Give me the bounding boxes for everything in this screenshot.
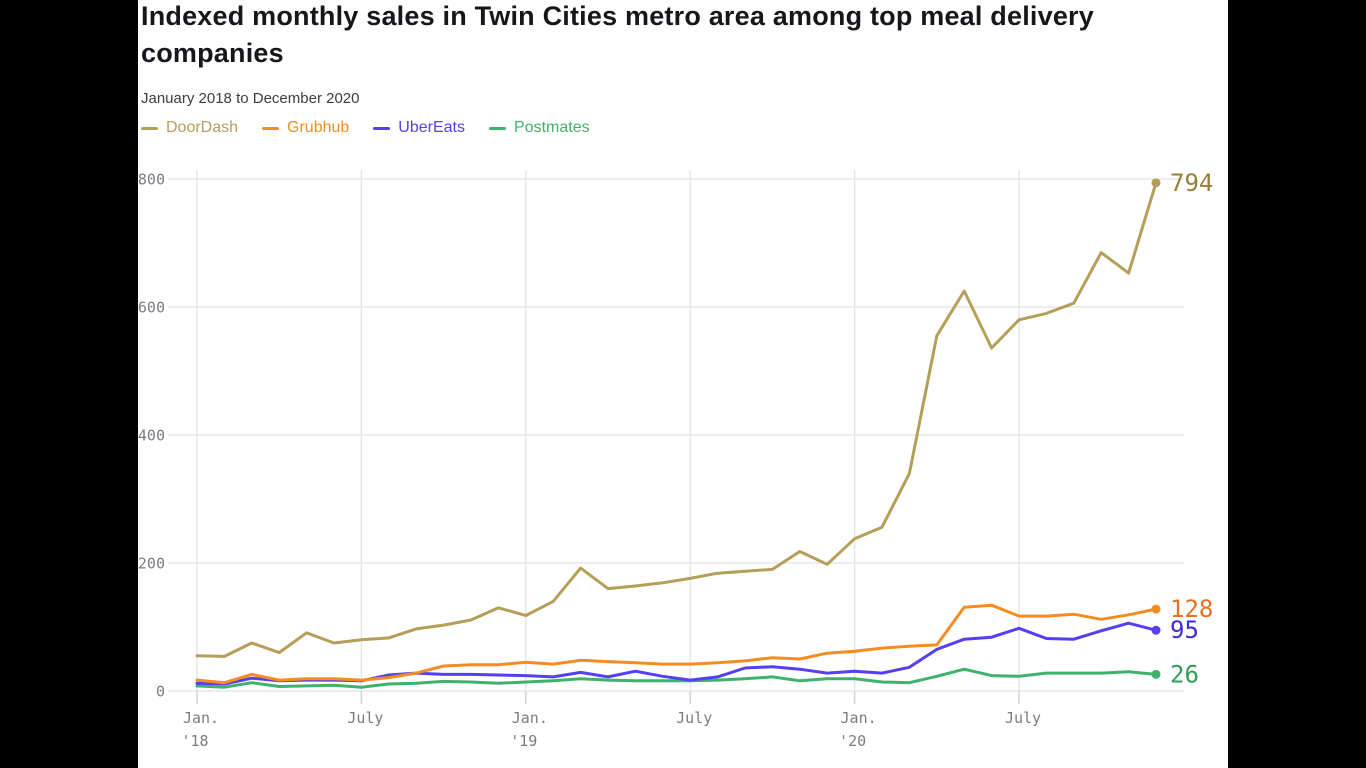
x-axis-label: July — [1005, 709, 1041, 727]
series-line-doordash — [195, 181, 1158, 658]
series-end-value-grubhub: 128 — [1170, 595, 1213, 623]
x-axis-label: July — [347, 709, 383, 727]
legend-label: UberEats — [398, 119, 465, 136]
x-axis-year-label: '19 — [510, 732, 537, 750]
series-end-dot-grubhub — [1151, 604, 1161, 614]
series-end-dot-doordash — [1151, 178, 1161, 188]
legend-swatch-icon — [262, 126, 280, 130]
y-axis-label: 0 — [156, 683, 165, 701]
series-line-grubhub — [195, 603, 1158, 685]
y-axis-label: 800 — [138, 171, 165, 189]
x-axis-label: Jan. — [183, 709, 219, 727]
legend-item-postmates: Postmates — [489, 119, 590, 137]
legend-swatch-icon — [373, 126, 391, 130]
legend-item-grubhub: Grubhub — [262, 119, 349, 137]
page-title: Indexed monthly sales in Twin Cities met… — [141, 1, 1094, 68]
legend-label: DoorDash — [166, 119, 239, 136]
chart-card: Indexed monthly sales in Twin Cities met… — [138, 0, 1228, 768]
series-line-postmates — [195, 667, 1158, 689]
legend-item-doordash: DoorDash — [141, 119, 238, 137]
y-axis-label: 200 — [138, 555, 165, 573]
x-axis-year-label: '20 — [839, 732, 866, 750]
chart-subtitle: January 2018 to December 2020 — [141, 90, 360, 107]
x-axis-label: Jan. — [512, 709, 548, 727]
x-axis-label: Jan. — [841, 709, 877, 727]
line-chart: 0 200 400 600 800 Jan. '18 July Jan. '19 July Jan. '… — [138, 169, 1213, 750]
y-axis-label: 600 — [138, 299, 165, 317]
legend-item-ubereats: UberEats — [373, 119, 465, 137]
series-end-value-postmates: 26 — [1170, 660, 1199, 688]
legend-swatch-icon — [141, 126, 158, 130]
y-axis-label: 400 — [138, 427, 165, 445]
series-end-dot-postmates — [1151, 669, 1161, 679]
chart-legend: DoorDash Grubhub UberEats Postmates — [141, 119, 590, 137]
legend-swatch-icon — [489, 126, 506, 130]
series-end-dot-ubereats — [1151, 625, 1161, 635]
x-axis-year-label: '18 — [181, 732, 208, 750]
series-end-value-ubereats: 95 — [1170, 616, 1199, 644]
x-axis-label: July — [676, 709, 712, 727]
series-end-value-doordash: 794 — [1170, 169, 1213, 197]
legend-label: Postmates — [514, 119, 590, 136]
legend-label: Grubhub — [287, 119, 350, 136]
